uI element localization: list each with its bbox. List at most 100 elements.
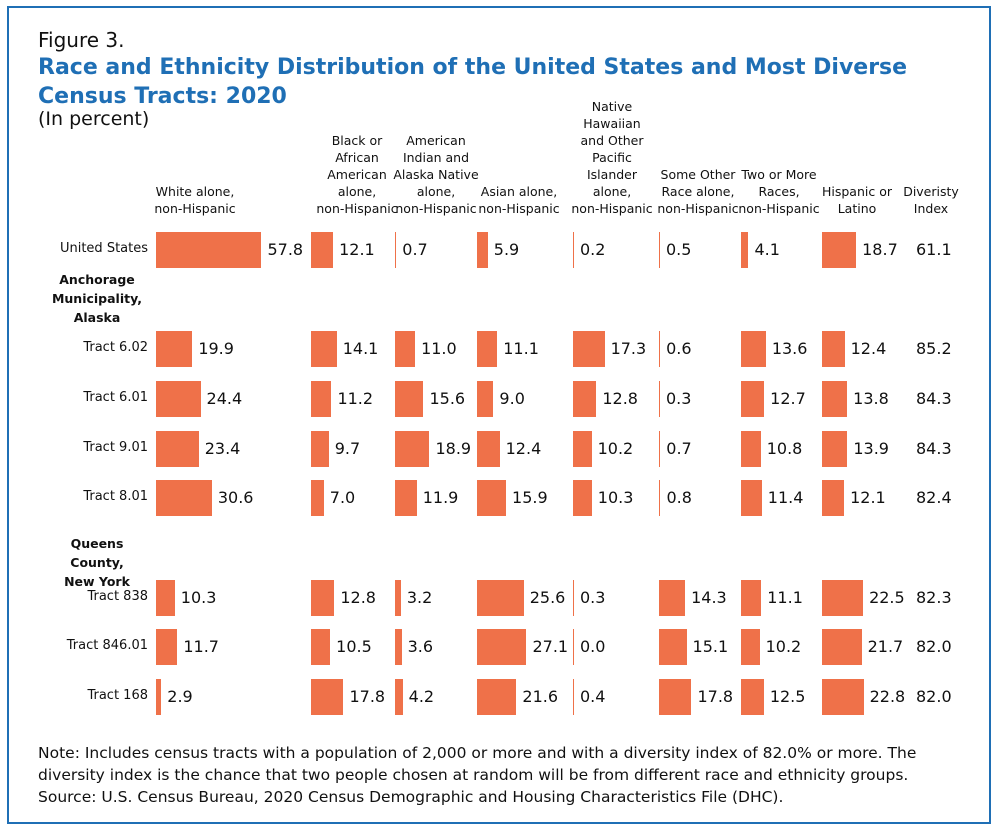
data-bar [573, 232, 574, 268]
unit-label: (In percent) [38, 108, 150, 130]
data-label: 12.1 [339, 240, 375, 259]
data-label: 22.5 [869, 588, 905, 607]
data-bar [395, 381, 424, 417]
data-bar [477, 381, 494, 417]
data-label: 15.1 [692, 637, 729, 656]
data-label: 12.4 [505, 439, 542, 458]
column-header: White alone, non-Hispanic [154, 184, 236, 216]
data-bar [822, 331, 845, 367]
data-bar [311, 381, 332, 417]
data-label: 11.1 [503, 339, 539, 358]
data-label: 25.6 [529, 588, 566, 607]
data-bar [156, 629, 178, 665]
diversity-index-value: 82.3 [916, 588, 952, 607]
data-bar [741, 580, 762, 616]
data-bar [822, 679, 864, 715]
data-label: 19.9 [198, 339, 234, 358]
row-label: Tract 9.01 [83, 440, 148, 455]
diversity-index-value: 82.4 [916, 488, 952, 507]
data-label: 14.1 [342, 339, 379, 358]
data-bar [477, 232, 488, 268]
data-bar [395, 232, 397, 268]
data-bar [822, 232, 857, 268]
data-bar [659, 679, 692, 715]
data-bar [573, 679, 574, 715]
group-label: Queens County, New York [64, 536, 130, 589]
row-label: Tract 6.01 [83, 390, 148, 405]
data-bar [822, 381, 848, 417]
note-line-1: Note: Includes census tracts with a popu… [38, 744, 917, 762]
data-label: 12.5 [769, 687, 806, 706]
data-bar [156, 232, 262, 268]
row-label: Tract 846.01 [66, 638, 148, 653]
data-label: 12.4 [850, 339, 887, 358]
data-label: 4.2 [408, 687, 435, 706]
data-bar [395, 480, 417, 516]
data-bar [477, 580, 524, 616]
data-label: 11.2 [337, 389, 374, 408]
column-header: Hispanic or Latino [821, 184, 892, 216]
data-bar [156, 381, 201, 417]
data-bar [741, 629, 760, 665]
data-bar [311, 580, 335, 616]
data-bar [311, 679, 344, 715]
data-bar [659, 431, 661, 467]
data-label: 24.4 [206, 389, 243, 408]
data-bar [573, 431, 592, 467]
data-label: 23.4 [204, 439, 241, 458]
data-label: 15.9 [512, 488, 548, 507]
chart-title: Race and Ethnicity Distribution of the U… [38, 55, 908, 109]
data-label: 11.7 [183, 637, 219, 656]
data-label: 0.2 [580, 240, 606, 259]
data-label: 30.6 [217, 488, 254, 507]
chart-note: Note: Includes census tracts with a popu… [38, 742, 968, 808]
data-label: 0.6 [666, 339, 692, 358]
source-line: Source: U.S. Census Bureau, 2020 Census … [38, 788, 784, 806]
data-bar [659, 331, 661, 367]
row-label: Tract 6.02 [83, 340, 148, 355]
row-label: Tract 8.01 [83, 489, 148, 504]
data-label: 10.2 [765, 637, 802, 656]
data-label: 5.9 [493, 240, 520, 259]
data-bar [741, 232, 749, 268]
data-label: 12.8 [602, 389, 638, 408]
data-bar [311, 629, 331, 665]
data-label: 13.9 [853, 439, 889, 458]
data-bar [659, 629, 687, 665]
data-bar [822, 580, 864, 616]
data-label: 2.9 [167, 687, 193, 706]
data-label: 3.6 [407, 637, 434, 656]
data-bar [477, 331, 498, 367]
data-label: 11.9 [422, 488, 459, 507]
data-bar [741, 679, 764, 715]
data-label: 9.0 [499, 389, 525, 408]
data-label: 4.1 [754, 240, 780, 259]
data-label: 15.6 [429, 389, 466, 408]
data-label: 12.1 [850, 488, 886, 507]
data-label: 13.8 [853, 389, 889, 408]
data-bar [573, 331, 605, 367]
data-bar [311, 480, 324, 516]
data-bar [741, 431, 761, 467]
data-label: 11.0 [421, 339, 457, 358]
data-bar [573, 381, 597, 417]
data-label: 11.1 [767, 588, 803, 607]
data-bar [741, 331, 766, 367]
data-bar [395, 431, 430, 467]
column-header: Native Hawaiian and Other Pacific Island… [571, 99, 653, 216]
data-bar [156, 331, 193, 367]
figure-frame [7, 6, 991, 824]
data-bar [659, 580, 686, 616]
data-bar [573, 629, 574, 665]
data-label: 18.9 [435, 439, 472, 458]
data-bar [659, 232, 660, 268]
data-label: 0.5 [666, 240, 692, 259]
data-bar [395, 331, 416, 367]
data-label: 10.3 [597, 488, 634, 507]
data-label: 12.7 [770, 389, 806, 408]
data-bar [395, 580, 401, 616]
note-line-2: diversity index is the chance that two p… [38, 766, 909, 784]
column-header: Black or African American alone, non-His… [316, 133, 398, 216]
data-label: 12.8 [340, 588, 376, 607]
data-bar [477, 629, 527, 665]
